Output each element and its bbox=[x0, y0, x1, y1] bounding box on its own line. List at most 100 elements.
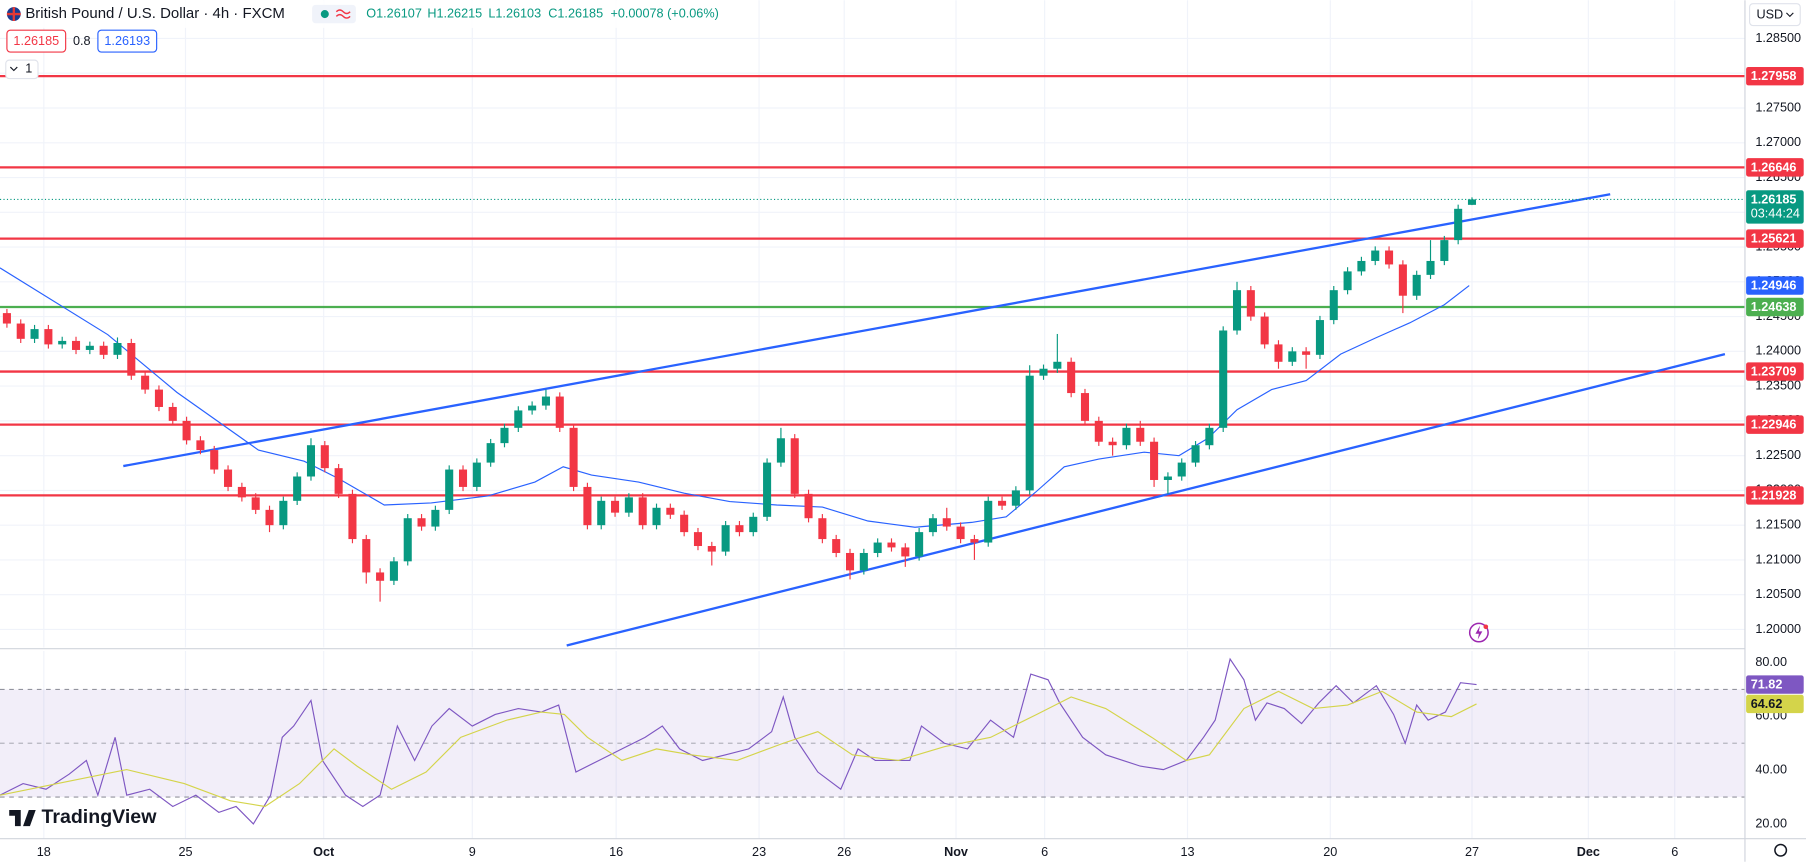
candle-body bbox=[624, 497, 633, 513]
candle-body bbox=[956, 526, 965, 540]
sell-button[interactable] bbox=[6, 29, 67, 53]
candle-body bbox=[735, 525, 744, 533]
x-tick-label: 6 bbox=[1671, 845, 1678, 859]
y-tick-label: 1.27000 bbox=[1755, 135, 1801, 149]
candle-body bbox=[790, 438, 799, 494]
candle-body bbox=[403, 518, 412, 562]
chevron bbox=[1786, 12, 1794, 18]
indicators-toggle[interactable] bbox=[5, 59, 39, 80]
sell-price: 1.26185 bbox=[13, 34, 59, 48]
ohlc-high: H1.26215 bbox=[427, 6, 482, 20]
candle-body bbox=[970, 539, 979, 543]
y-tick-label: 1.22500 bbox=[1755, 448, 1801, 462]
candle-body bbox=[44, 329, 53, 345]
x-tick-label: 18 bbox=[37, 845, 51, 859]
candle-body bbox=[16, 323, 25, 339]
candle-body bbox=[859, 552, 868, 571]
candle-body bbox=[293, 476, 302, 501]
x-tick-label: 9 bbox=[469, 845, 476, 859]
candle-body bbox=[168, 406, 177, 421]
ma-label-box bbox=[1746, 276, 1804, 295]
candle-body bbox=[1454, 208, 1463, 241]
candle-body bbox=[320, 445, 329, 469]
x-tick-label: Oct bbox=[313, 845, 335, 859]
candle-body bbox=[141, 375, 150, 390]
x-tick-label: 13 bbox=[1180, 845, 1194, 859]
y-tick-label: 1.20500 bbox=[1755, 587, 1801, 601]
status-icons[interactable] bbox=[312, 4, 356, 24]
y-tick-label: 1.27500 bbox=[1755, 100, 1801, 114]
candle-body bbox=[445, 469, 454, 510]
candle-body bbox=[1205, 427, 1214, 446]
candle-body bbox=[458, 469, 468, 487]
candle-body bbox=[196, 440, 205, 451]
level-label-box bbox=[1746, 66, 1804, 86]
candle-body bbox=[431, 509, 440, 527]
y-tick-label: 40.00 bbox=[1755, 762, 1787, 776]
candle-body bbox=[500, 427, 509, 444]
candle-body bbox=[1385, 250, 1394, 265]
ohlc-change: +0.00078 (+0.06%) bbox=[610, 6, 718, 20]
level-label: 1.23709 bbox=[1751, 364, 1797, 378]
candle-body bbox=[265, 509, 274, 526]
y-tick-label: 1.20000 bbox=[1755, 622, 1801, 636]
y-tick-label: 1.23500 bbox=[1755, 378, 1801, 392]
candle-body bbox=[306, 445, 316, 477]
level-label-box bbox=[1746, 158, 1804, 177]
candle-body bbox=[376, 572, 385, 581]
level-label: 1.22946 bbox=[1751, 418, 1797, 432]
y-tick-label: 1.21500 bbox=[1755, 518, 1801, 532]
symbol-title: British Pound / U.S. Dollar · 4h · FXCM bbox=[25, 5, 285, 22]
currency-button[interactable] bbox=[1748, 3, 1801, 27]
candle-body bbox=[210, 450, 219, 470]
candle-body bbox=[804, 493, 813, 519]
candle-body bbox=[1080, 393, 1090, 421]
candle-body bbox=[279, 500, 288, 526]
candle-body bbox=[362, 539, 371, 573]
candle-body bbox=[1412, 274, 1421, 296]
candle-body bbox=[915, 532, 924, 557]
candle-body bbox=[1232, 290, 1242, 331]
candle-body bbox=[1357, 260, 1366, 272]
settings-icon[interactable] bbox=[1774, 843, 1788, 857]
candle-body bbox=[113, 343, 122, 355]
level-label: 1.21928 bbox=[1751, 488, 1797, 502]
candle-body bbox=[1108, 441, 1117, 446]
candle-body bbox=[569, 427, 578, 487]
x-tick-label: 20 bbox=[1323, 845, 1337, 859]
ohlc-close: C1.26185 bbox=[548, 6, 603, 20]
candle-body bbox=[1094, 420, 1103, 442]
buy-button[interactable] bbox=[97, 29, 158, 53]
candle-body bbox=[555, 396, 564, 428]
candle-body bbox=[666, 507, 675, 515]
candle-body bbox=[182, 420, 191, 441]
x-tick-label: 26 bbox=[837, 845, 851, 859]
level-label: 1.24638 bbox=[1751, 300, 1797, 314]
y-tick-label: 1.28500 bbox=[1755, 31, 1801, 45]
candle-body bbox=[887, 542, 896, 548]
candle-body bbox=[237, 486, 246, 498]
rsi-band bbox=[0, 689, 1745, 798]
rsi-value-label: 64.62 bbox=[1751, 697, 1783, 711]
y-tick-label: 1.21000 bbox=[1755, 552, 1801, 566]
candle-body bbox=[1136, 427, 1145, 442]
candle-body bbox=[1302, 351, 1311, 355]
ohlc-low: L1.26103 bbox=[488, 6, 541, 20]
candle-body bbox=[1260, 316, 1269, 345]
header-bg bbox=[0, 0, 738, 28]
candle-body bbox=[30, 329, 39, 339]
candle-body bbox=[1343, 271, 1352, 291]
y-tick-label: 20.00 bbox=[1755, 816, 1787, 830]
level-label: 1.26646 bbox=[1751, 160, 1797, 174]
candle-body bbox=[721, 525, 730, 552]
candle-body bbox=[486, 443, 495, 463]
candle-body bbox=[1467, 199, 1477, 205]
candle-body bbox=[334, 468, 343, 494]
candle-body bbox=[417, 518, 426, 527]
candle-body bbox=[1440, 240, 1449, 261]
ma-label: 1.24946 bbox=[1751, 278, 1797, 292]
countdown: 03:44:24 bbox=[1751, 207, 1800, 221]
candle-body bbox=[1163, 476, 1172, 480]
